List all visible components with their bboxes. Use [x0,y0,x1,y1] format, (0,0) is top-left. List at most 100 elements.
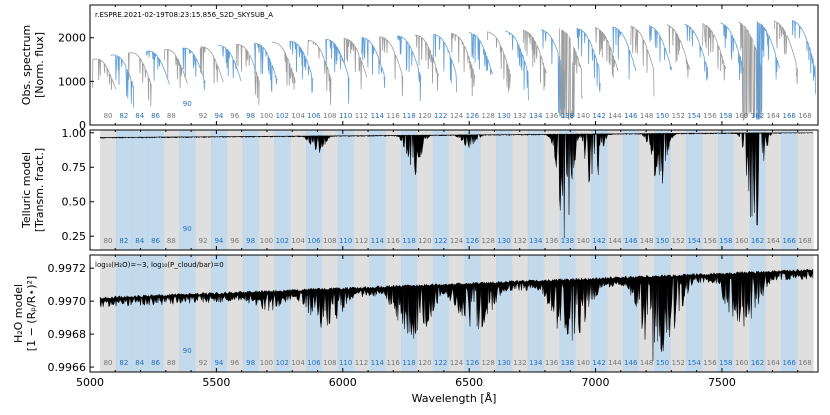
order-band [100,255,117,372]
order-band [100,130,117,250]
order-label: 138 [561,237,574,245]
order-band [527,130,545,250]
order-label: 86 [151,359,160,367]
order-label: 106 [307,359,321,367]
order-label: 168 [798,359,811,367]
order-band [797,255,814,372]
order-band [115,130,133,250]
order-label: 90 [183,100,192,108]
order-label: 152 [672,112,685,120]
order-label: 130 [497,112,510,120]
order-band [210,255,228,372]
spectrum-order-line [235,44,260,105]
order-band [781,130,798,250]
spectrum-order-line [110,54,134,108]
order-label: 88 [167,112,176,120]
order-label: 140 [577,237,590,245]
order-band [258,255,276,372]
spectrum-order-line [702,22,727,81]
order-label: 168 [798,112,811,120]
spectrum-order-line [182,47,206,91]
order-band [401,130,418,250]
order-label: 150 [656,237,669,245]
order-label: 158 [719,237,732,245]
order-label: 112 [355,112,368,120]
order-band [638,130,656,250]
order-label: 114 [371,359,385,367]
order-label: 124 [450,359,464,367]
order-band [369,255,387,372]
order-band [274,130,291,250]
spectrum-order-line [163,49,188,89]
order-band [511,255,529,372]
order-label: 120 [418,112,431,120]
order-band [670,255,688,372]
order-band [622,255,640,372]
order-band [511,130,529,250]
order-label: 106 [307,112,321,120]
order-label: 84 [135,237,144,245]
order-label: 102 [276,237,289,245]
spectrum-order-line [272,41,296,90]
order-label: 126 [466,237,480,245]
order-label: 158 [719,359,732,367]
order-band [686,130,703,250]
order-band [242,255,260,372]
order-band [131,130,149,250]
order-band [337,130,355,250]
spectrum-order-line [486,31,511,93]
order-label: 108 [323,112,336,120]
spectrum-order-line [218,45,242,82]
y-tick-label: 1.00 [62,127,87,140]
order-label: 126 [466,359,480,367]
order-label: 124 [450,237,464,245]
order-label: 128 [482,359,495,367]
order-label: 162 [751,112,764,120]
order-label: 104 [291,237,305,245]
order-label: 148 [640,237,653,245]
order-band [179,130,196,250]
order-label: 136 [545,237,559,245]
order-label: 118 [402,359,415,367]
order-label: 162 [751,237,764,245]
x-tick-label: 6500 [455,376,483,389]
spectrum-order-line [289,40,314,94]
h2o-model-line [99,268,814,361]
y-tick-label: 0.9972 [48,262,87,275]
y-axis-label: [Transm. fract.] [33,148,46,232]
order-label: 158 [719,112,732,120]
spectrum-order-line [612,26,637,80]
order-label: 116 [386,112,400,120]
spectrum-order-line [684,23,709,81]
x-tick-label: 7500 [708,376,736,389]
order-label: 102 [276,359,289,367]
order-label: 148 [640,112,653,120]
order-label: 156 [703,359,717,367]
order-label: 98 [246,359,255,367]
order-label: 148 [640,359,653,367]
order-band [195,130,212,250]
spectrum-order-line [415,34,440,91]
order-band [607,255,624,372]
order-label: 88 [167,359,176,367]
spectrum-order-line [505,30,529,101]
order-label: 100 [260,359,273,367]
order-band [258,130,276,250]
order-label: 138 [561,359,574,367]
order-label: 160 [735,112,748,120]
y-tick-label: 0.75 [62,161,87,174]
order-band [448,255,466,372]
order-band [290,130,307,250]
x-tick-label: 6000 [329,376,357,389]
order-band [543,130,561,250]
order-label: 90 [183,347,192,355]
spectrum-order-line [128,52,152,107]
order-label: 88 [167,237,176,245]
spectrum-order-line [146,50,170,85]
panel-title: r.ESPRE.2021-02-19T08:23:15.856_S2D_SKYS… [95,11,273,19]
order-band [591,130,608,250]
order-band [702,255,719,372]
order-band [717,255,735,372]
order-label: 160 [735,359,748,367]
y-tick-label: 0.9966 [48,361,87,374]
